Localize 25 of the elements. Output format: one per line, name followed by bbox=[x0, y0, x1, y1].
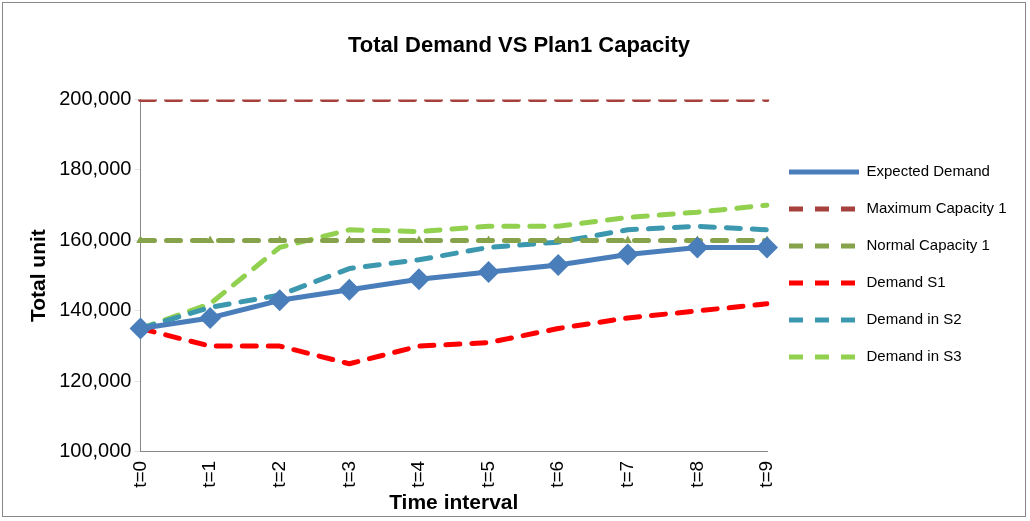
x-tick-label: t=4 bbox=[407, 460, 429, 488]
y-tick-label: 160,000 bbox=[59, 227, 132, 250]
x-axis-title: Time interval bbox=[389, 490, 519, 514]
legend-label: Expected Demand bbox=[866, 162, 990, 180]
y-tick-label: 140,000 bbox=[59, 298, 132, 321]
y-axis-title: Total unit bbox=[26, 229, 50, 323]
legend-label: Demand S1 bbox=[866, 273, 946, 291]
x-tick-label: t=2 bbox=[267, 460, 289, 488]
chart-title: Total Demand VS Plan1 Capacity bbox=[348, 32, 691, 58]
y-tick-label: 180,000 bbox=[59, 157, 132, 180]
legend-label: Maximum Capacity 1 bbox=[866, 199, 1007, 217]
x-tick-label: t=3 bbox=[337, 460, 359, 488]
x-tick-label: t=0 bbox=[128, 460, 150, 488]
legend-label: Demand in S2 bbox=[866, 310, 962, 328]
x-tick-label: t=1 bbox=[198, 460, 220, 488]
y-tick-label: 100,000 bbox=[59, 439, 132, 462]
legend-label: Normal Capacity 1 bbox=[866, 236, 990, 254]
y-tick-label: 120,000 bbox=[59, 368, 132, 391]
legend-label: Demand in S3 bbox=[866, 347, 962, 365]
x-tick-label: t=7 bbox=[616, 460, 638, 488]
y-tick-label: 200,000 bbox=[59, 86, 132, 109]
x-tick-label: t=8 bbox=[685, 460, 707, 488]
x-tick-label: t=9 bbox=[755, 460, 777, 488]
x-tick-label: t=5 bbox=[476, 460, 498, 488]
x-tick-label: t=6 bbox=[546, 460, 568, 488]
